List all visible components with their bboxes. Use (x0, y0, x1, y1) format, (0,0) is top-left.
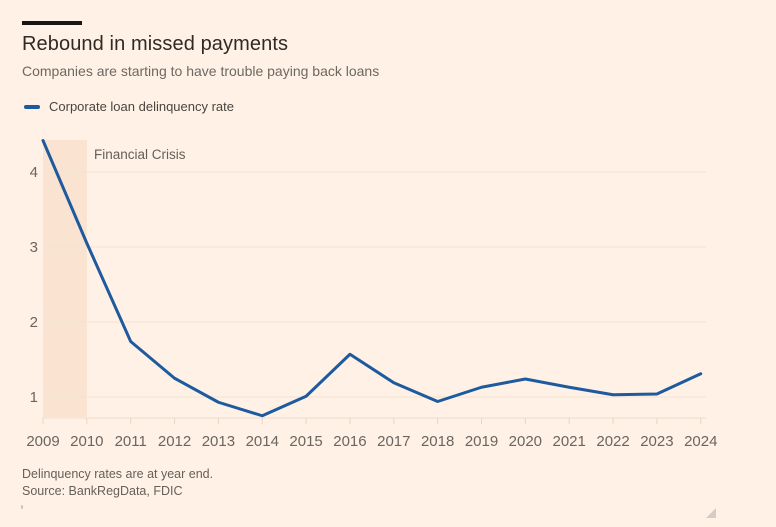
delinquency-rate-line (41, 139, 703, 418)
stray-mark (21, 505, 23, 509)
legend-label: Corporate loan delinquency rate (49, 99, 235, 114)
page-title: Rebound in missed payments (22, 33, 289, 55)
x-axis-label-2021: 2021 (553, 433, 586, 450)
y-axis-label-3: 3 (30, 239, 38, 256)
legend: Corporate loan delinquency rate (24, 99, 234, 114)
x-axis-label-2013: 2013 (202, 433, 235, 450)
x-axis-label-2018: 2018 (421, 433, 454, 450)
resize-handle-icon[interactable] (706, 508, 716, 518)
x-axis-label-2020: 2020 (509, 433, 542, 450)
source-note: Source: BankRegData, FDIC (22, 484, 183, 498)
x-axis-label-2023: 2023 (640, 433, 673, 450)
x-axis-label-2015: 2015 (289, 433, 322, 450)
y-axis-label-4: 4 (30, 164, 38, 181)
x-axis-label-2009: 2009 (26, 433, 59, 450)
y-axis-label-1: 1 (30, 389, 38, 406)
x-axis-label-2016: 2016 (333, 433, 366, 450)
x-axis-label-2014: 2014 (246, 433, 279, 450)
x-axis-label-2010: 2010 (70, 433, 103, 450)
legend-line-swatch (24, 104, 40, 109)
x-axis-label-2024: 2024 (684, 433, 717, 450)
x-axis-label-2011: 2011 (115, 433, 147, 450)
footnote: Delinquency rates are at year end. (22, 467, 214, 481)
chart-subtitle: Companies are starting to have trouble p… (22, 63, 380, 79)
accent-bar (22, 21, 82, 25)
x-axis-label-2017: 2017 (377, 433, 410, 450)
chart-footer: Delinquency rates are at year end. Sourc… (22, 466, 213, 500)
y-axis-label-2: 2 (30, 314, 38, 331)
x-axis-label-2012: 2012 (158, 433, 191, 450)
financial-crisis-band (43, 140, 87, 417)
x-axis-label-2019: 2019 (465, 433, 498, 450)
x-axis-label-2022: 2022 (596, 433, 629, 450)
annotation-financial-crisis: Financial Crisis (94, 147, 186, 162)
